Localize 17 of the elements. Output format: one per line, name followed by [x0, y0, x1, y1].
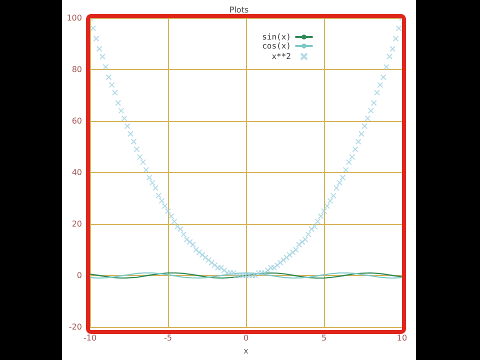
y-tick-label: 0: [76, 271, 82, 280]
y-tick-label: 80: [72, 65, 82, 74]
legend-label: x**2: [272, 52, 292, 61]
chart-title: Plots: [229, 6, 249, 14]
x-tick-label: 0: [243, 334, 249, 342]
x-tick-label: 5: [321, 334, 327, 342]
x-tick-label: -10: [83, 334, 97, 342]
x-tick-label: 10: [396, 334, 408, 342]
y-tick-label: 40: [72, 168, 82, 177]
y-tick-label: 20: [72, 220, 82, 228]
x-tick-label: -5: [164, 334, 172, 342]
legend-label: sin(x): [262, 32, 291, 42]
legend-label: cos(x): [262, 42, 291, 50]
x-axis-title: x: [244, 346, 249, 356]
y-tick-label: 60: [72, 116, 82, 126]
y-tick-label: 100: [66, 14, 82, 22]
y-tick-label: -20: [68, 322, 82, 332]
